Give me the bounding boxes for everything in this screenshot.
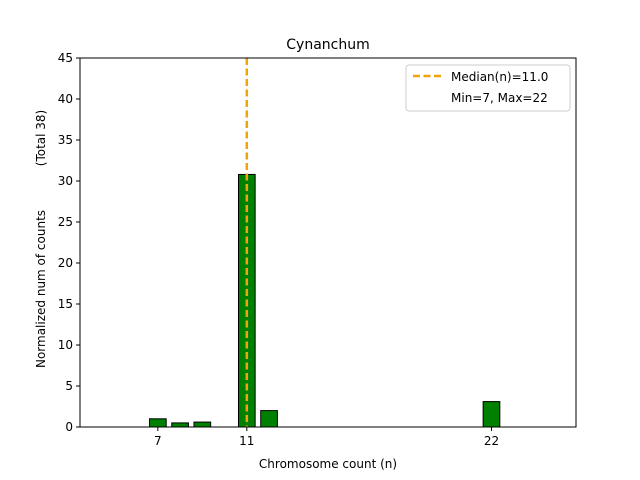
x-tick-label: 22 (484, 434, 499, 448)
legend: Median(n)=11.0 Min=7, Max=22 (405, 64, 571, 112)
legend-box (405, 64, 571, 112)
y-tick-label: 45 (58, 51, 73, 65)
y-axis-label: Normalized num of counts (34, 210, 48, 368)
y-axis-ticks: 0 5 10 15 20 25 30 35 40 45 (58, 51, 80, 434)
y-tick-label: 10 (58, 338, 73, 352)
x-tick-label: 11 (239, 434, 254, 448)
plot-area (79, 57, 577, 428)
y-tick-label: 20 (58, 256, 73, 270)
legend-entry-median: Median(n)=11.0 (451, 70, 548, 84)
y-tick-label: 15 (58, 297, 73, 311)
x-axis-ticks: 7 11 22 (154, 427, 499, 448)
y-tick-label: 5 (65, 379, 73, 393)
y-tick-label: 35 (58, 133, 73, 147)
x-tick-label: 7 (154, 434, 162, 448)
y-tick-label: 25 (58, 215, 73, 229)
bar-n-22 (482, 401, 501, 428)
chart-title: Cynanchum (286, 37, 369, 53)
bar-n-9 (193, 421, 212, 428)
y-tick-label: 40 (58, 92, 73, 106)
bar-n-12 (260, 410, 278, 428)
y-tick-label: 30 (58, 174, 73, 188)
y-axis-total-note: (Total 38) (34, 110, 48, 166)
legend-entry-min-max: Min=7, Max=22 (451, 91, 548, 105)
bar-n-8 (171, 422, 189, 428)
x-axis-label: Chromosome count (n) (259, 457, 397, 471)
bar-n-7 (149, 418, 167, 428)
bars (149, 173, 501, 428)
y-tick-label: 0 (65, 420, 73, 434)
